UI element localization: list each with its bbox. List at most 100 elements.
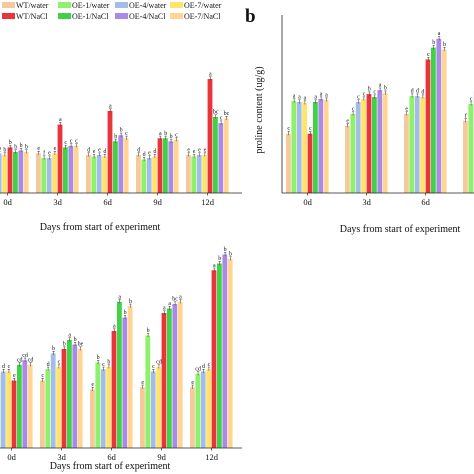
significance-letter: a xyxy=(314,95,317,101)
bar xyxy=(291,101,297,193)
legend-label: OE-1/water xyxy=(72,1,110,10)
panel-c-xlabel: Days from start of experiment xyxy=(50,461,171,472)
significance-letter: b xyxy=(52,346,55,352)
legend-label: OE-7/water xyxy=(184,1,222,10)
chart-panel-c: eddcecdcdcd0dcdbcbabbe3debcbaabb6debccda… xyxy=(0,247,242,462)
bar xyxy=(163,138,168,193)
significance-letter: e xyxy=(193,149,196,155)
x-tick-label: 9d xyxy=(157,452,166,462)
bar xyxy=(145,335,151,448)
significance-letter: cd xyxy=(156,360,162,366)
bar xyxy=(77,349,83,448)
bar xyxy=(113,141,118,193)
bar xyxy=(91,156,97,193)
bar xyxy=(50,353,56,448)
bar xyxy=(167,308,172,448)
significance-letter: e xyxy=(187,148,190,154)
bar xyxy=(61,349,67,448)
significance-letter: e xyxy=(191,380,194,386)
significance-letter: b xyxy=(0,146,1,152)
significance-letter: e xyxy=(204,148,207,154)
bar xyxy=(222,254,228,448)
bar xyxy=(190,387,195,448)
significance-letter: c xyxy=(58,360,61,366)
significance-letter: cd xyxy=(28,357,34,363)
bar xyxy=(382,93,388,193)
legend: WT/water OE-1/water OE-4/water OE-7/water WT… xyxy=(2,1,222,21)
significance-letter: d xyxy=(416,89,419,95)
legend-swatch xyxy=(58,13,71,19)
bar xyxy=(86,155,91,193)
bar xyxy=(156,367,161,448)
x-tick-label: 0d xyxy=(303,197,312,207)
significance-letter: e xyxy=(37,146,40,152)
bar xyxy=(67,340,72,448)
bar xyxy=(90,389,95,448)
bar xyxy=(172,304,178,448)
bar xyxy=(106,367,111,448)
significance-letter: e xyxy=(141,380,144,386)
bar xyxy=(73,145,79,193)
x-tick-label: 12d xyxy=(205,452,219,462)
significance-letter: b xyxy=(124,310,127,316)
bar xyxy=(45,369,51,448)
significance-letter: c xyxy=(470,97,473,103)
significance-letter: e xyxy=(98,148,101,154)
bar xyxy=(23,151,29,193)
significance-letter: c xyxy=(352,106,355,112)
significance-letter: c xyxy=(175,132,178,138)
significance-letter: a xyxy=(438,31,441,37)
bar xyxy=(168,141,174,193)
chart-panel-b: caaacaaa0decccbcab3dedddcbab6dfccedabb9d xyxy=(281,15,474,207)
bar xyxy=(420,97,425,193)
significance-letter: d xyxy=(2,364,5,370)
significance-letter: a xyxy=(163,306,166,312)
significance-letter: b xyxy=(129,299,132,305)
significance-letter: bc xyxy=(172,297,178,303)
bar xyxy=(102,156,107,193)
bar xyxy=(36,153,41,193)
significance-letter: be xyxy=(78,342,84,348)
bar xyxy=(127,306,133,448)
significance-letter: a xyxy=(293,94,296,100)
bar xyxy=(2,155,8,193)
bar xyxy=(323,100,329,193)
significance-letter: b xyxy=(14,144,17,150)
bar xyxy=(177,301,183,448)
bar xyxy=(218,123,224,193)
x-tick-label: 9d xyxy=(153,197,162,207)
significance-letter: d xyxy=(202,364,205,370)
significance-letter: a xyxy=(68,333,71,339)
legend-swatch xyxy=(115,13,128,19)
bar xyxy=(191,156,197,193)
bar xyxy=(200,371,206,448)
significance-letter: c xyxy=(41,373,44,379)
significance-letter: e xyxy=(91,382,94,388)
significance-letter: d xyxy=(143,152,146,158)
bar xyxy=(57,124,63,193)
significance-letter: e xyxy=(48,151,51,157)
bar xyxy=(377,90,383,193)
bar xyxy=(196,155,202,193)
x-tick-label: 6d xyxy=(421,197,430,207)
bar xyxy=(7,147,13,193)
bar xyxy=(150,371,156,448)
bar xyxy=(11,380,17,448)
significance-letter: a xyxy=(179,294,182,300)
significance-letter: a xyxy=(304,96,307,102)
bar xyxy=(307,133,313,193)
bar xyxy=(195,373,201,448)
bar xyxy=(56,367,61,448)
significance-letter: b xyxy=(97,355,100,361)
significance-letter: b xyxy=(147,328,150,334)
legend-swatch xyxy=(2,13,15,19)
significance-letter: e xyxy=(148,151,151,157)
significance-letter: d xyxy=(47,362,50,368)
significance-letter: c xyxy=(427,52,430,58)
bar xyxy=(111,331,117,448)
bar xyxy=(409,96,415,193)
bar xyxy=(296,102,302,193)
legend-swatch xyxy=(170,13,183,19)
significance-letter: b xyxy=(114,134,117,140)
bar xyxy=(414,96,420,193)
